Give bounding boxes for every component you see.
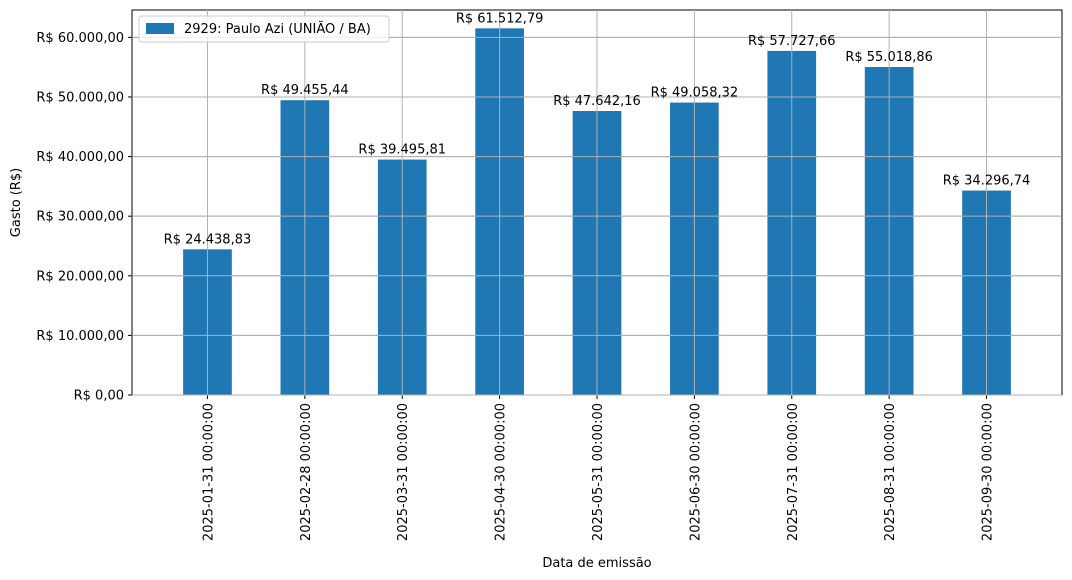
x-tick-label: 2025-04-30 00:00:00 — [494, 403, 509, 541]
data-labels: R$ 24.438,83 R$ 49.455,44 R$ 39.495,81 R$ 6… — [164, 11, 1031, 247]
bar-value-label: R$ 49.455,44 — [261, 83, 349, 98]
x-axis-ticks: 2025-01-31 00:00:00 2025-02-28 00:00:00 20… — [201, 395, 996, 541]
x-axis-label: Data de emissão — [542, 556, 651, 571]
y-tick-label: R$ 30.000,00 — [36, 210, 124, 225]
y-axis-ticks: R$ 0,00 R$ 10.000,00 R$ 20.000,00 R$ 30.000… — [36, 31, 132, 404]
x-tick-label: 2025-09-30 00:00:00 — [981, 403, 996, 541]
legend: 2929: Paulo Azi (UNIÃO / BA) — [138, 15, 390, 43]
y-tick-label: R$ 20.000,00 — [36, 269, 124, 284]
x-tick-label: 2025-01-31 00:00:00 — [201, 403, 216, 541]
y-tick-label: R$ 0,00 — [74, 389, 124, 404]
y-tick-label: R$ 60.000,00 — [36, 31, 124, 46]
bar-value-label: R$ 47.642,16 — [553, 94, 641, 109]
y-tick-label: R$ 40.000,00 — [36, 150, 124, 165]
legend-box — [138, 15, 390, 43]
x-tick-label: 2025-03-31 00:00:00 — [396, 403, 411, 541]
y-tick-label: R$ 50.000,00 — [36, 90, 124, 105]
bar-value-label: R$ 24.438,83 — [164, 232, 252, 247]
x-tick-label: 2025-05-31 00:00:00 — [591, 403, 606, 541]
legend-entry: 2929: Paulo Azi (UNIÃO / BA) — [184, 21, 371, 37]
x-tick-label: 2025-06-30 00:00:00 — [688, 403, 703, 541]
bar-value-label: R$ 61.512,79 — [456, 11, 544, 26]
x-tick-label: 2025-07-31 00:00:00 — [786, 403, 801, 541]
x-tick-label: 2025-08-31 00:00:00 — [883, 403, 898, 541]
x-tick-label: 2025-02-28 00:00:00 — [299, 403, 314, 541]
bar-value-label: R$ 39.495,81 — [358, 143, 446, 158]
legend-swatch — [146, 23, 174, 34]
grid-overlay — [132, 36, 1062, 396]
bar-value-label: R$ 55.018,86 — [845, 50, 933, 65]
bar-value-label: R$ 34.296,74 — [943, 174, 1031, 189]
bar-value-label: R$ 57.727,66 — [748, 34, 836, 49]
y-tick-label: R$ 10.000,00 — [36, 329, 124, 344]
y-axis-label: Gasto (R$) — [9, 168, 24, 237]
bar-value-label: R$ 49.058,32 — [651, 86, 739, 101]
